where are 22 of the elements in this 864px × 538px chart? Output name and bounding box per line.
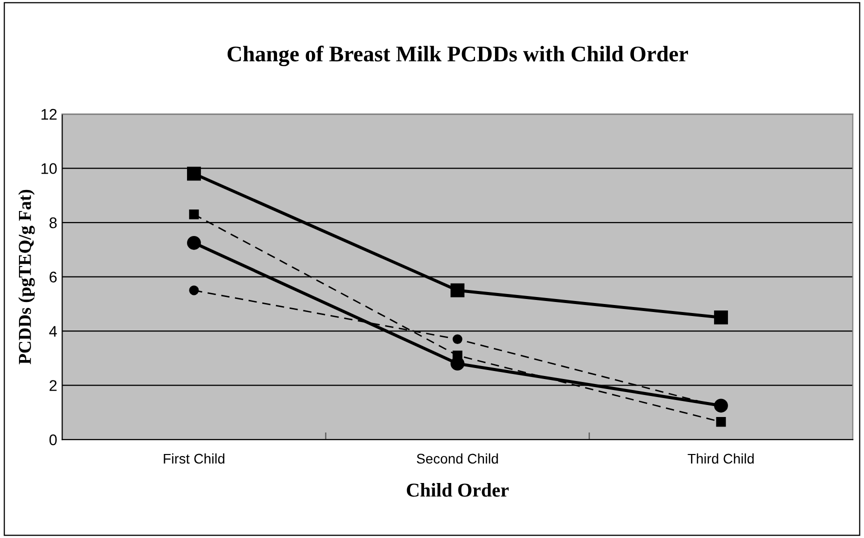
point xyxy=(716,417,726,427)
x-axis-title: Child Order xyxy=(406,483,509,497)
x-tick-label: Third Child xyxy=(688,453,754,464)
point xyxy=(187,166,201,181)
y-axis-title: PCDDs (pgTEQ/g Fat) xyxy=(18,190,35,364)
chart-title: Change of Breast Milk PCDDs with Child Order xyxy=(228,46,688,66)
point xyxy=(450,283,464,298)
point xyxy=(450,356,464,371)
y-tick-label: 12 xyxy=(42,108,57,120)
x-tick-label: First Child xyxy=(164,453,224,464)
point xyxy=(714,310,728,324)
point xyxy=(189,210,199,220)
y-tick-label: 6 xyxy=(50,272,57,282)
y-tick-label: 10 xyxy=(42,163,57,174)
y-tick-label: 4 xyxy=(49,326,57,337)
point xyxy=(187,236,201,250)
y-tick-label: 0 xyxy=(49,434,57,446)
point xyxy=(189,286,199,296)
y-tick-label: 2 xyxy=(50,380,57,391)
x-tick-label: Second Child xyxy=(416,453,498,464)
point xyxy=(452,334,462,344)
y-tick-label: 8 xyxy=(50,217,57,228)
